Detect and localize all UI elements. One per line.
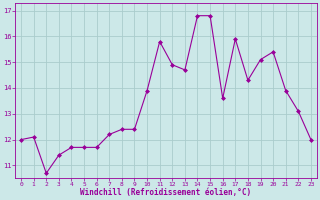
X-axis label: Windchill (Refroidissement éolien,°C): Windchill (Refroidissement éolien,°C): [80, 188, 252, 197]
